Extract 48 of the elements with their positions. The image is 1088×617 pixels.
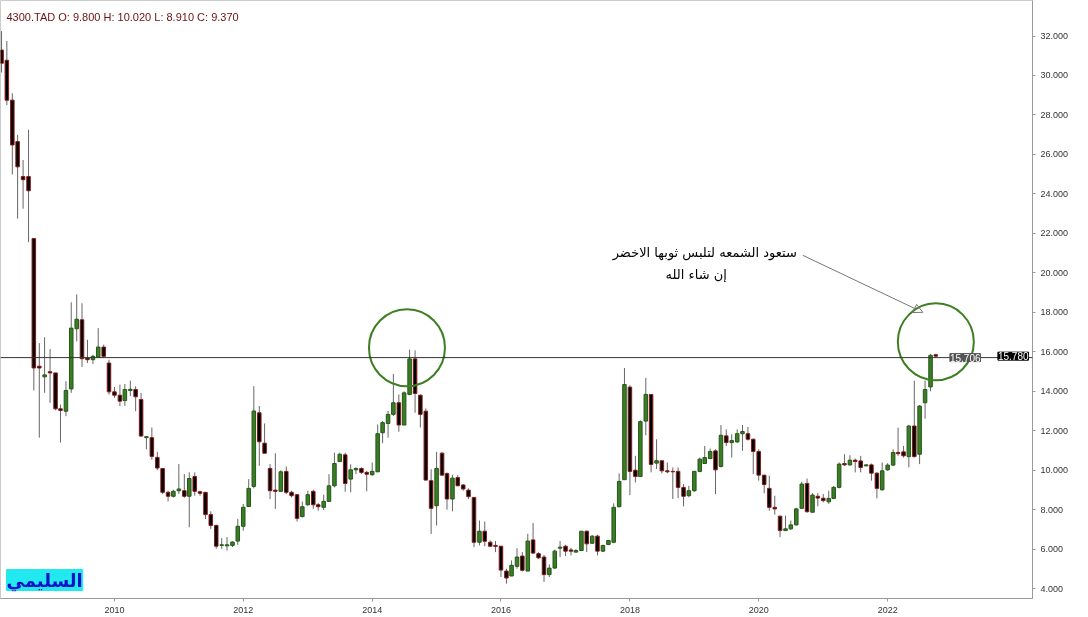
- candlestick: [63, 380, 69, 417]
- text: 4300.TAD O: 9.800 H: 10.020 L: 8.910 C: 9.370: [6, 10, 239, 23]
- candlestick: [182, 473, 187, 499]
- y-tick-label: 30.000: [1040, 70, 1069, 81]
- x-tick-label: 2022: [877, 604, 898, 615]
- candlestick: [482, 521, 488, 547]
- x-tick-label: 2016: [490, 604, 511, 615]
- candlestick: [262, 422, 267, 454]
- x-tick-label: 2012: [233, 604, 254, 615]
- candlestick: [713, 448, 718, 495]
- y-tick-label: 18.000: [1040, 307, 1069, 318]
- x-tick-label: 2018: [619, 604, 640, 615]
- y-tick-label: 26.000: [1040, 149, 1069, 160]
- candlestick: [810, 492, 815, 513]
- candlestick: [847, 454, 853, 467]
- candlestick: [654, 438, 659, 470]
- y-tick-label: 4.000: [1040, 583, 1064, 594]
- y-tick-label: 14.000: [1040, 386, 1069, 397]
- y-tick-label: 6.000: [1040, 544, 1064, 555]
- candlestick: [278, 469, 284, 493]
- ref-line-label: 15.706: [949, 352, 981, 364]
- candlestick: [186, 471, 192, 528]
- y-tick-label: 32.000: [1040, 31, 1069, 42]
- y-tick-label: 20.000: [1040, 267, 1069, 278]
- y-tick-label: 24.000: [1040, 188, 1069, 199]
- candlestick: [879, 462, 885, 492]
- x-tick-label: 2020: [748, 604, 769, 615]
- annotation: 15.780: [997, 351, 1029, 363]
- candlestick: [176, 463, 182, 495]
- x-tick-label: 2014: [362, 604, 383, 615]
- y-tick-label: 16.000: [1040, 346, 1069, 357]
- candlestick: [396, 393, 402, 433]
- candlestick: [149, 427, 155, 461]
- candlestick: [95, 327, 101, 358]
- annotation: ستعود الشمعه لتلبس ثوبها الاخضر إن شاء الله: [611, 244, 797, 282]
- y-tick-label: 22.000: [1040, 228, 1069, 239]
- y-tick-label: 8.000: [1040, 504, 1064, 515]
- candlestick: [133, 385, 138, 412]
- candlestick: [477, 520, 482, 546]
- candlestick: [42, 336, 47, 394]
- x-tick-label: 2010: [104, 604, 125, 615]
- y-tick-label: 28.000: [1040, 109, 1069, 120]
- y-tick-label: 10.000: [1040, 465, 1069, 476]
- candlestick: [557, 540, 563, 558]
- candlestick: [246, 478, 251, 508]
- y-tick-label: 12.000: [1040, 425, 1069, 436]
- candlestick: [450, 474, 455, 512]
- annotation: السليمي: [6, 569, 83, 592]
